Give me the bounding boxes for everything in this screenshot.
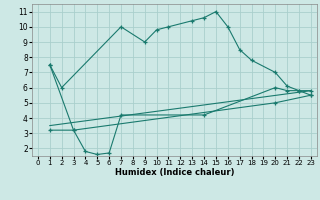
X-axis label: Humidex (Indice chaleur): Humidex (Indice chaleur)	[115, 168, 234, 177]
